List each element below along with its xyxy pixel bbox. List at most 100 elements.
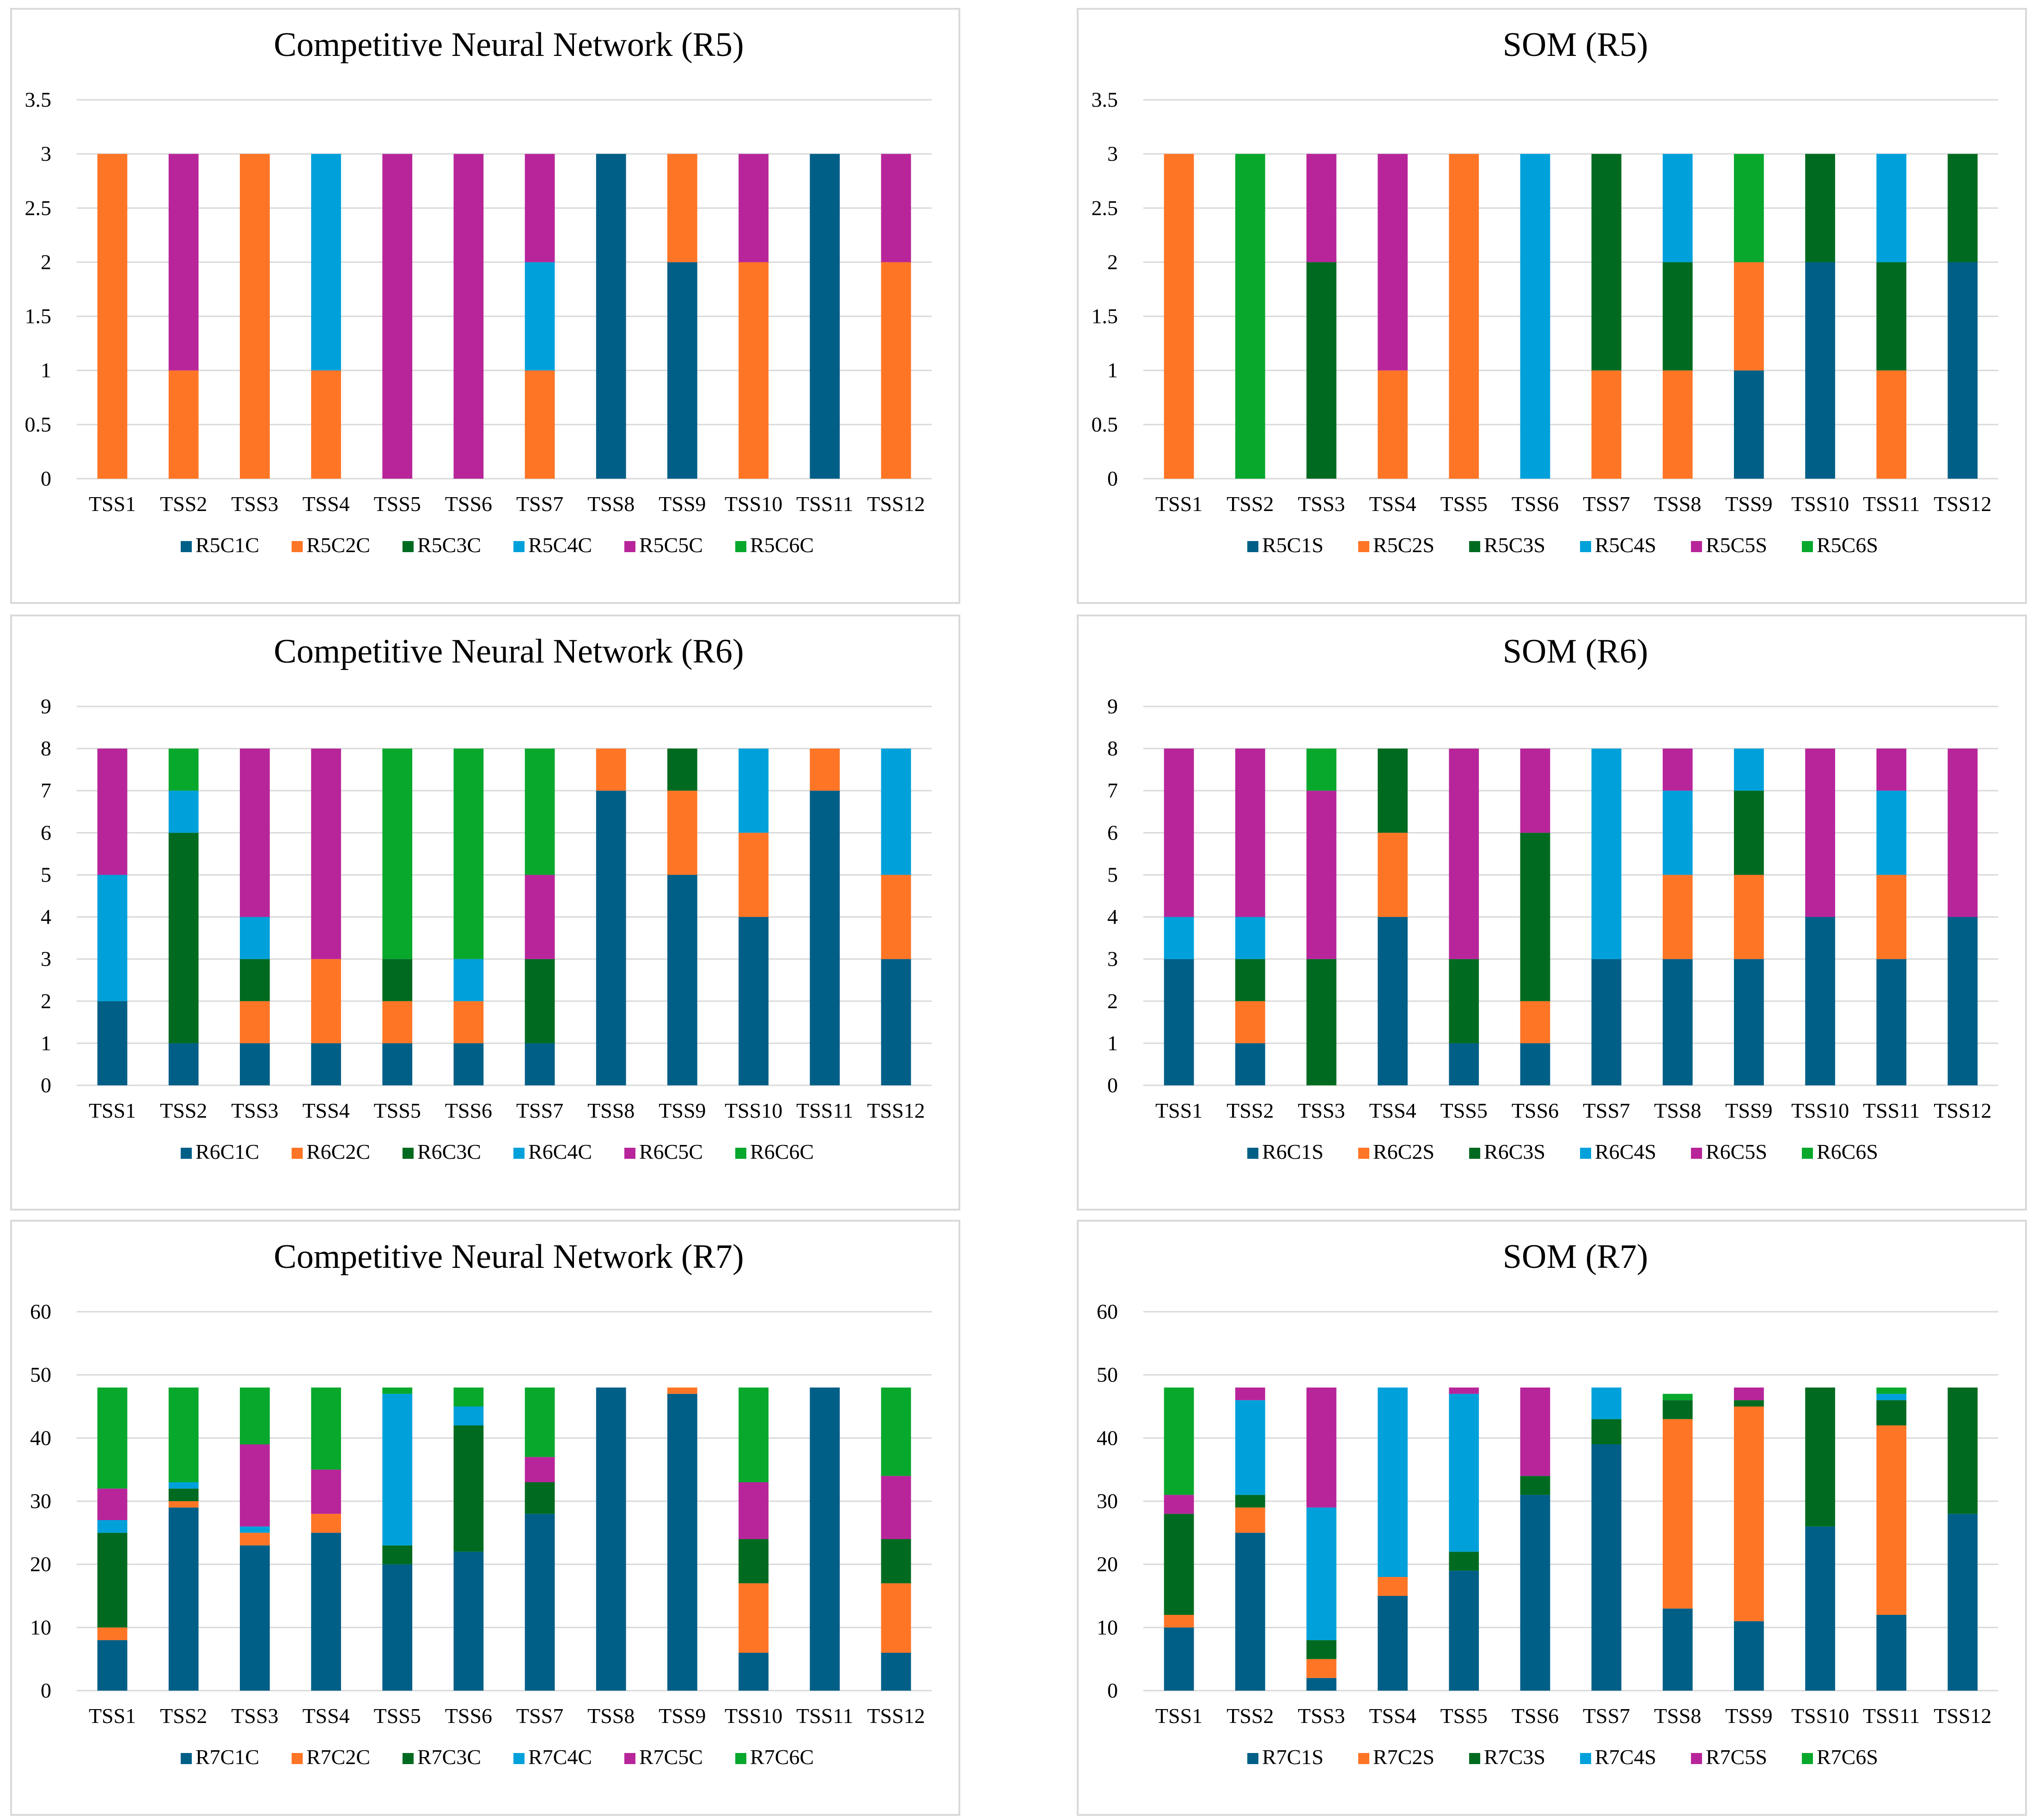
bar-segment-r6c4c-tss6 xyxy=(453,959,484,1001)
legend-swatch xyxy=(624,1753,635,1764)
bar-segment-r6c4c-tss3 xyxy=(240,917,270,959)
bar-segment-r5c3s-tss8 xyxy=(1662,262,1693,371)
y-tick-label: 9 xyxy=(1107,694,1118,718)
bar-segment-r7c1s-tss12 xyxy=(1947,1514,1978,1691)
bar-segment-r5c3s-tss7 xyxy=(1591,154,1622,371)
legend-label: R5C3S xyxy=(1484,533,1545,557)
bar-segment-r6c1s-tss4 xyxy=(1378,917,1408,1085)
legend-swatch xyxy=(403,1753,414,1764)
y-tick-label: 8 xyxy=(41,737,51,760)
bar-segment-r5c1c-tss11 xyxy=(810,154,840,479)
bar-segment-r5c1s-tss10 xyxy=(1805,262,1835,479)
bar-segment-r7c1c-tss10 xyxy=(738,1653,769,1691)
y-tick-label: 2 xyxy=(1107,250,1118,274)
legend-label: R6C6S xyxy=(1817,1140,1878,1163)
bar-segment-r5c2c-tss7 xyxy=(525,370,555,479)
bar-segment-r6c3s-tss5 xyxy=(1449,959,1479,1043)
y-tick-label: 0 xyxy=(1107,467,1118,490)
x-tick-label: TSS4 xyxy=(1369,492,1416,516)
x-tick-label: TSS1 xyxy=(1155,1704,1202,1728)
chart-som-r6: SOM (R6) 0 1 2 3 4 5 6 7 8 9 TSS1 TSS2 TSS3 TSS4 TSS5 TS… xyxy=(1107,633,1998,1163)
bar-segment-r6c3s-tss2 xyxy=(1235,959,1265,1001)
chart-panel-som-r7: SOM (R7) 0 10 20 30 40 50 60 TSS1 TSS2 TSS3 TSS4 TSS… xyxy=(1077,1220,2027,1816)
x-tick-label: TSS8 xyxy=(1654,1704,1701,1728)
y-tick-label: 3.5 xyxy=(25,88,52,111)
bar-segment-r7c3s-tss10 xyxy=(1805,1388,1835,1527)
bar-segment-r7c1c-tss8 xyxy=(596,1388,626,1691)
legend-swatch xyxy=(1691,541,1702,552)
bar-segment-r7c4c-tss6 xyxy=(453,1406,484,1425)
x-tick-label: TSS8 xyxy=(587,1099,635,1122)
x-tick-label: TSS8 xyxy=(587,492,635,516)
legend-label: R6C4S xyxy=(1595,1140,1656,1163)
y-tick-label: 1 xyxy=(41,1031,51,1055)
x-tick-label: TSS6 xyxy=(445,492,492,516)
legend-swatch xyxy=(1580,1148,1591,1159)
bar-segment-r6c1s-tss1 xyxy=(1164,959,1194,1085)
chart-panel-cnn-r5: Competitive Neural Network (R5) 0 0.5 1 1.5 2… xyxy=(10,8,960,604)
bar-segment-r7c3c-tss2 xyxy=(168,1488,199,1501)
bar-segment-r6c6s-tss3 xyxy=(1306,749,1336,791)
bar-segment-r7c5c-tss12 xyxy=(881,1476,911,1539)
bar-segment-r5c1s-tss9 xyxy=(1734,370,1764,479)
y-tick-label: 3 xyxy=(41,947,51,971)
legend-swatch xyxy=(735,1148,746,1159)
bar-segment-r6c5c-tss3 xyxy=(240,749,270,917)
x-tick-label: TSS7 xyxy=(516,492,563,516)
bar-segment-r7c5c-tss3 xyxy=(240,1444,270,1527)
y-tick-label: 0 xyxy=(1107,1679,1118,1702)
x-tick-label: TSS3 xyxy=(231,1099,278,1122)
x-tick-label: TSS12 xyxy=(867,1099,925,1122)
x-tick-label: TSS11 xyxy=(1863,1099,1920,1122)
bar-segment-r6c4s-tss1 xyxy=(1164,917,1194,959)
chart-panel-som-r6: SOM (R6) 0 1 2 3 4 5 6 7 8 9 TSS1 TSS2 TSS3 TSS4 TSS5 TS… xyxy=(1077,615,2027,1211)
bar-segment-r5c4c-tss7 xyxy=(525,262,555,371)
y-tick-label: 60 xyxy=(1097,1300,1118,1323)
x-tick-label: TSS2 xyxy=(1227,1704,1274,1728)
legend-label: R6C6C xyxy=(750,1140,814,1163)
bar-segment-r7c3c-tss12 xyxy=(881,1539,911,1583)
chart-title: Competitive Neural Network (R7) xyxy=(274,1238,744,1276)
bar-segment-r6c5s-tss6 xyxy=(1520,749,1550,833)
y-tick-label: 2 xyxy=(41,989,51,1013)
legend-swatch xyxy=(1247,1753,1258,1764)
bar-segment-r7c2c-tss12 xyxy=(881,1583,911,1653)
bar-segment-r5c5s-tss3 xyxy=(1306,154,1336,262)
chart-title: Competitive Neural Network (R5) xyxy=(274,26,744,64)
bar-segment-r7c1s-tss8 xyxy=(1662,1608,1693,1691)
bar-segment-r5c3s-tss10 xyxy=(1805,154,1835,262)
y-tick-label: 50 xyxy=(1097,1363,1118,1387)
y-tick-label: 1 xyxy=(1107,1031,1118,1055)
legend-swatch xyxy=(292,1148,303,1159)
bar-segment-r6c1s-tss2 xyxy=(1235,1043,1265,1085)
bar-segment-r6c2s-tss8 xyxy=(1662,875,1693,959)
bar-segment-r7c3s-tss6 xyxy=(1520,1476,1550,1495)
legend-label: R7C5C xyxy=(639,1745,703,1769)
bar-segment-r5c1c-tss9 xyxy=(667,262,697,479)
bar-segment-r7c6c-tss1 xyxy=(97,1388,128,1489)
legend-label: R5C6C xyxy=(750,533,814,557)
bar-segment-r7c2c-tss9 xyxy=(667,1388,697,1394)
bar-segment-r6c5s-tss12 xyxy=(1947,749,1978,917)
chart-panel-cnn-r7: Competitive Neural Network (R7) 0 10 20 30 40… xyxy=(10,1220,960,1816)
chart-som-r7: SOM (R7) 0 10 20 30 40 50 60 TSS1 TSS2 TSS3 TSS4 TSS… xyxy=(1097,1238,1998,1769)
bar-segment-r5c4s-tss6 xyxy=(1520,154,1550,479)
x-tick-label: TSS11 xyxy=(1863,492,1920,516)
x-tick-label: TSS5 xyxy=(374,1704,421,1728)
x-tick-label: TSS2 xyxy=(160,492,207,516)
x-tick-label: TSS2 xyxy=(160,1704,207,1728)
bar-segment-r7c6c-tss12 xyxy=(881,1388,911,1476)
x-tick-label: TSS11 xyxy=(796,1099,854,1122)
bar-segment-r6c1c-tss2 xyxy=(168,1043,199,1085)
bar-segment-r5c4c-tss4 xyxy=(311,154,341,371)
x-tick-label: TSS5 xyxy=(1440,492,1488,516)
bar-segment-r5c3s-tss12 xyxy=(1947,154,1978,262)
bar-segment-r7c3s-tss9 xyxy=(1734,1400,1764,1406)
chart-title: SOM (R5) xyxy=(1503,26,1648,64)
y-tick-label: 5 xyxy=(1107,863,1118,886)
x-tick-label: TSS11 xyxy=(1863,1704,1920,1728)
bar-segment-r6c1s-tss5 xyxy=(1449,1043,1479,1085)
bar-segment-r7c4s-tss3 xyxy=(1306,1507,1336,1640)
x-tick-label: TSS10 xyxy=(725,1099,782,1122)
bar-segment-r7c5s-tss1 xyxy=(1164,1495,1194,1514)
